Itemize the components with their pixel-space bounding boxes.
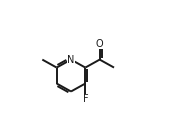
Text: O: O (96, 39, 104, 49)
Text: F: F (83, 94, 88, 104)
Text: N: N (67, 55, 75, 65)
